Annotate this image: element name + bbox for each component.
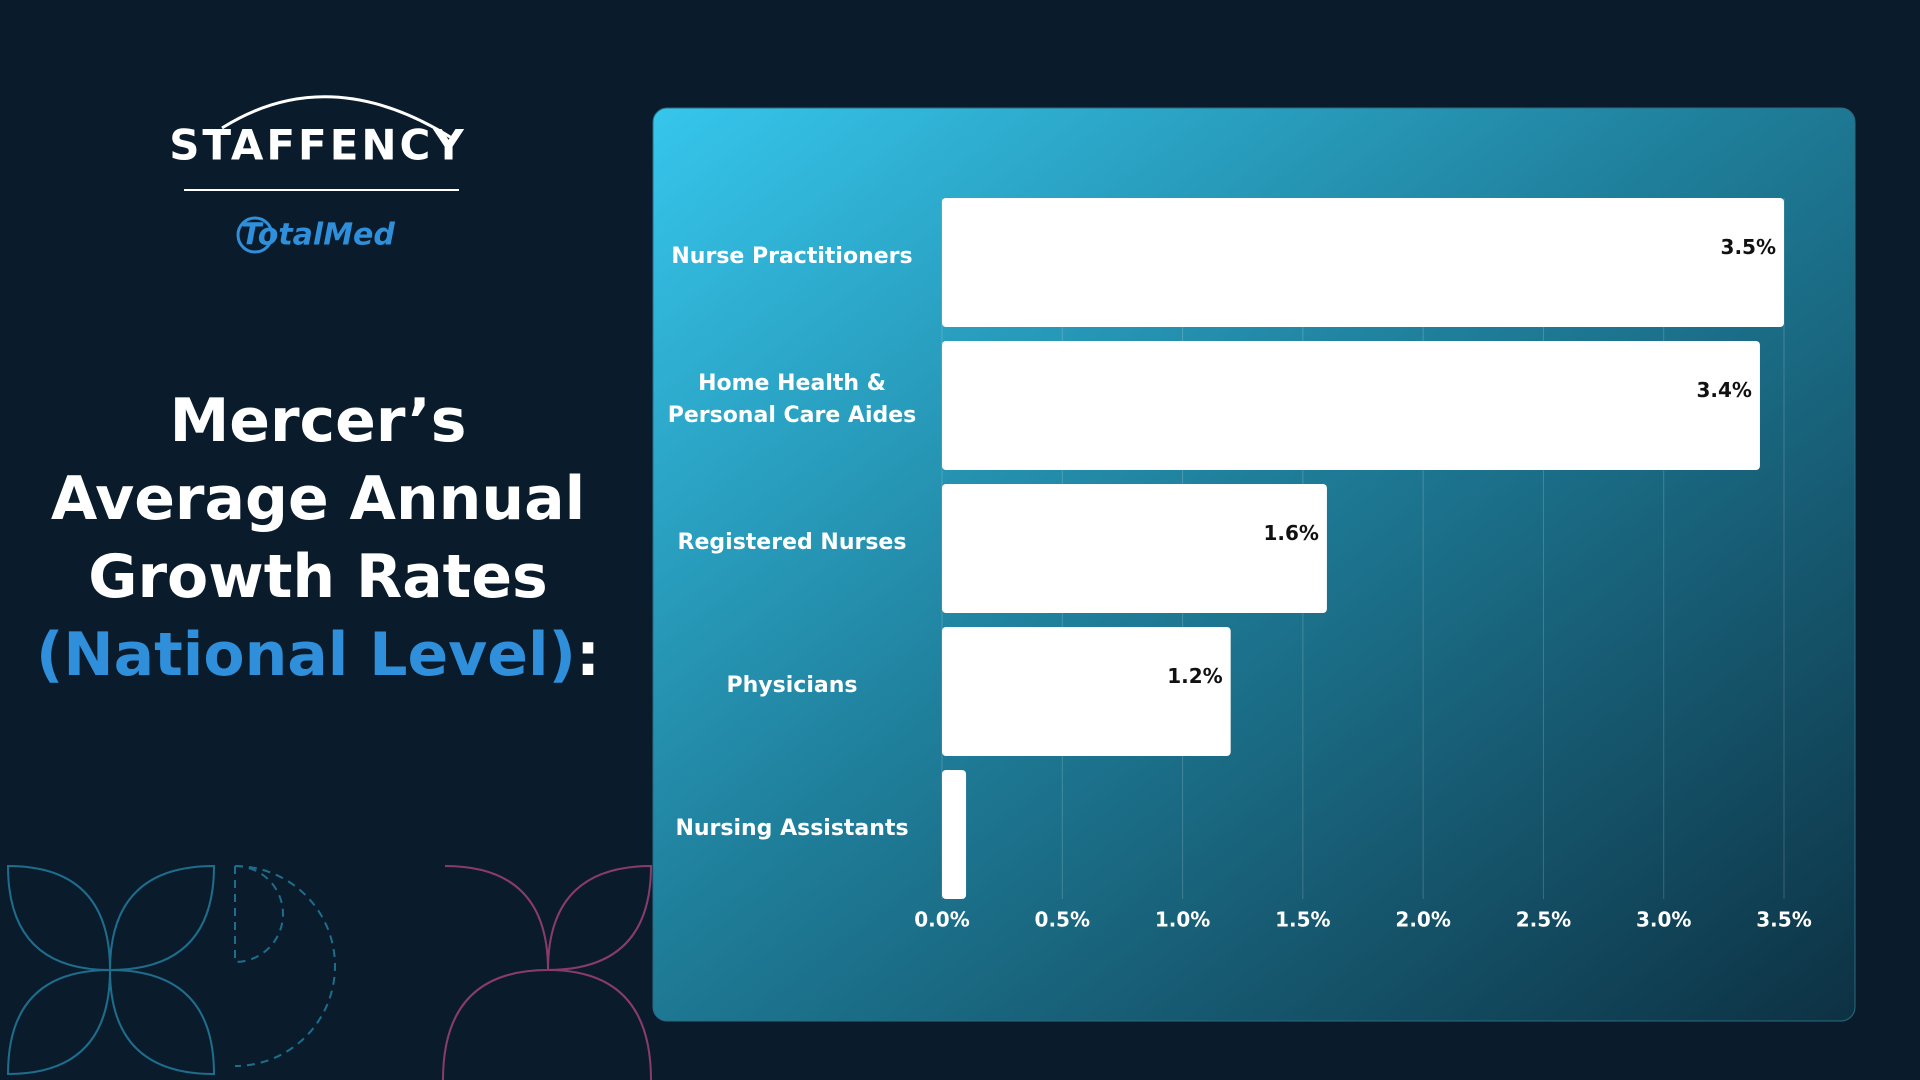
x-tick-label: 2.0% xyxy=(1395,908,1450,932)
title: Mercer’s Average Annual Growth Rates (Na… xyxy=(18,382,618,694)
category-label: Nurse Practitioners xyxy=(671,243,913,269)
bar xyxy=(942,627,1231,756)
x-tick-label: 2.5% xyxy=(1516,908,1571,932)
bar xyxy=(942,341,1760,470)
brand-name: STAFFENCY xyxy=(169,121,467,170)
logo-arc xyxy=(221,95,456,142)
bar xyxy=(942,198,1784,327)
title-end: : xyxy=(575,620,600,690)
value-label: 1.6% xyxy=(1263,521,1318,545)
value-label: 3.5% xyxy=(1721,235,1776,259)
title-highlight: (National Level) xyxy=(36,620,576,690)
category-label: Home Health & Personal Care Aides xyxy=(667,370,917,428)
bar xyxy=(942,484,1327,613)
value-label: 3.4% xyxy=(1696,378,1751,402)
partner-name: TotalMed xyxy=(241,218,395,253)
category-label: Registered Nurses xyxy=(677,529,907,555)
x-tick-label: 1.0% xyxy=(1155,908,1210,932)
x-tick-label: 3.5% xyxy=(1756,908,1811,932)
x-tick-label: 0.5% xyxy=(1035,908,1090,932)
title-line: Mercer’s xyxy=(169,386,467,456)
title-line: Average Annual xyxy=(50,464,586,534)
category-label: Nursing Assistants xyxy=(675,815,909,841)
x-tick-label: 1.5% xyxy=(1275,908,1330,932)
decoration xyxy=(6,864,653,1080)
x-tick-label: 3.0% xyxy=(1636,908,1691,932)
partner-icon xyxy=(236,216,274,254)
bar xyxy=(942,770,967,899)
title-line: Growth Rates xyxy=(88,542,548,612)
title-line: (National Level): xyxy=(18,616,618,694)
value-label: 1.2% xyxy=(1167,664,1222,688)
category-label: Physicians xyxy=(726,672,858,698)
x-tick-label: 0.0% xyxy=(914,908,969,932)
